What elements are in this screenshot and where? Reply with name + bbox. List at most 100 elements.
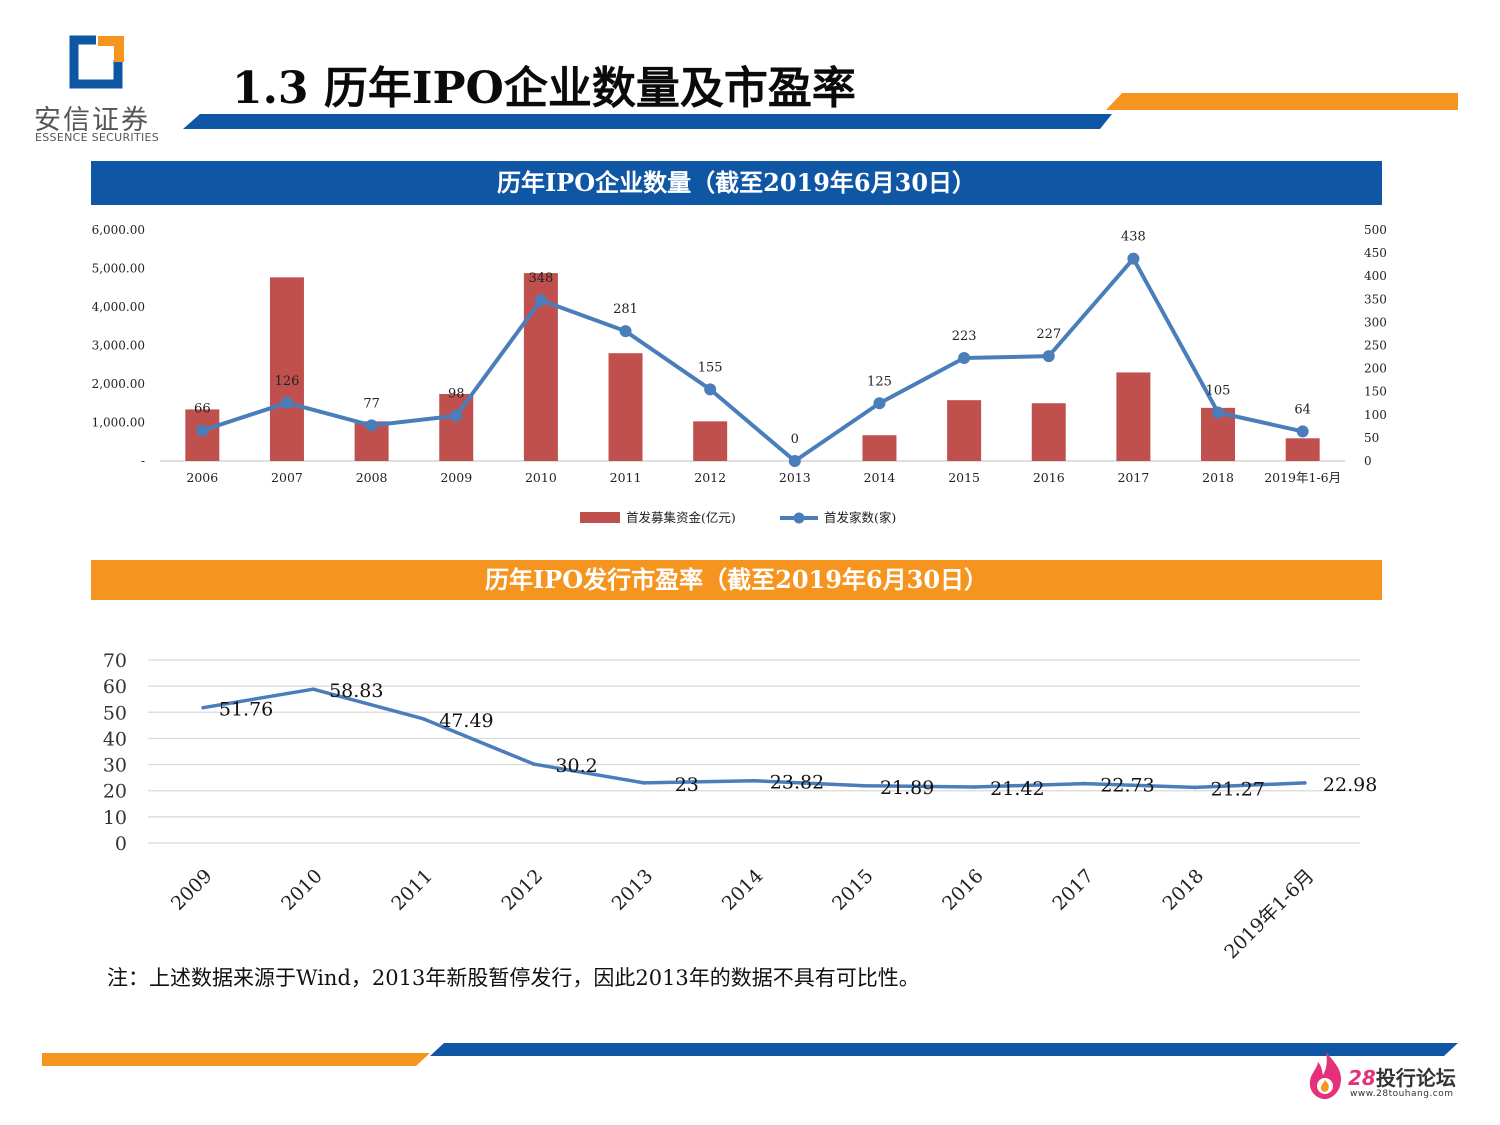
- chart1-left-tick: 6,000.00: [92, 223, 145, 237]
- chart2-pe-point: [311, 687, 316, 692]
- chart2-pe-point: [201, 705, 205, 710]
- chart2-pe-label: 23: [675, 774, 699, 796]
- chart2-x-tick: 2016: [938, 865, 988, 915]
- chart1-title-banner: 历年IPO企业数量（截至2019年6月30日）: [91, 161, 1382, 205]
- chart1-x-tick: 2019年1-6月: [1264, 470, 1341, 485]
- chart2-pe-point: [1303, 781, 1307, 785]
- legend-bar-label: 首发募集资金(亿元): [626, 510, 736, 525]
- chart2-x-tick: 2010: [277, 865, 327, 915]
- chart2-pe-label: 21.89: [880, 777, 934, 799]
- chart2-x-tick: 2018: [1159, 865, 1209, 915]
- chart2-pe-point: [1192, 785, 1197, 790]
- legend-line-label: 首发家数(家): [824, 510, 896, 525]
- chart1-count-label: 0: [791, 432, 799, 447]
- flame-icon: [1309, 1052, 1342, 1100]
- watermark-url: www.28touhang.com: [1350, 1089, 1454, 1099]
- ipo-pe-chart: 0 10 20 30 40 50 60 70 2009 2010 2011 2012 2013 2014 2…: [103, 650, 1378, 960]
- footer-blue-stripe: [430, 1043, 1458, 1056]
- chart1-count-label: 66: [194, 402, 211, 417]
- chart1-x-tick: 2013: [779, 470, 811, 485]
- chart1-x-tick: 2009: [440, 470, 472, 485]
- chart1-x-tick: 2016: [1033, 470, 1065, 485]
- chart2-gridlines: 0 10 20 30 40 50 60 70 2009 2010 2011 2012 2013 2014 2…: [103, 650, 1360, 960]
- chart1-right-tick: 200: [1364, 362, 1387, 376]
- chart1-count-point: [450, 409, 463, 422]
- chart1-count-point: [365, 419, 378, 432]
- chart2-x-tick: 2011: [387, 865, 437, 915]
- chart2-y-tick: 40: [103, 728, 127, 750]
- chart1-count-label: 77: [363, 396, 380, 411]
- chart1-count-point: [619, 325, 632, 338]
- chart1-x-tick: 2015: [948, 470, 980, 485]
- ipo-count-chart: - 1,000.00 2,000.00 3,000.00 4,000.00 5,000.0…: [92, 223, 1387, 525]
- chart1-bar: [1031, 403, 1066, 461]
- footer-orange-stripe: [42, 1053, 430, 1066]
- chart1-count-label: 126: [275, 374, 300, 389]
- chart2-pe-label: 23.82: [770, 772, 824, 794]
- chart1-legend: 首发募集资金(亿元) 首发家数(家): [580, 510, 896, 525]
- chart1-x-tick: 2018: [1202, 470, 1234, 485]
- chart2-pe-label: 22.98: [1323, 774, 1377, 796]
- chart2-pe-label: 21.27: [1211, 778, 1265, 800]
- chart2-pe-label: 47.49: [439, 710, 493, 732]
- chart1-count-point: [873, 397, 886, 410]
- chart1-x-tick: 2011: [610, 470, 642, 485]
- chart1-bar: [1285, 438, 1320, 461]
- chart1-count-point: [196, 424, 209, 437]
- chart1-x-tick: 2012: [694, 470, 726, 485]
- chart1-right-tick: 0: [1364, 454, 1372, 468]
- chart1-right-tick: 300: [1364, 315, 1387, 329]
- chart2-pe-label: 30.2: [555, 755, 597, 777]
- chart2-pe-label: 51.76: [219, 699, 273, 721]
- chart1-left-tick: -: [141, 454, 145, 468]
- chart1-count-label: 155: [698, 360, 723, 375]
- chart1-count-line: [201, 256, 1304, 463]
- chart1-right-tick: 100: [1364, 408, 1387, 422]
- company-logo: [28, 30, 168, 150]
- chart2-x-tick: 2012: [497, 865, 547, 915]
- logo-english-name: ESSENCE SECURITIES: [35, 131, 160, 144]
- page-title: 1.3 历年IPO企业数量及市盈率: [232, 63, 856, 114]
- chart1-count-point: [1212, 406, 1225, 419]
- legend-line-marker: [793, 512, 805, 524]
- chart1-x-tick: 2010: [525, 470, 557, 485]
- header-blue-stripe: [183, 114, 1112, 129]
- chart1-count-label: 227: [1036, 327, 1061, 342]
- chart2-y-tick: 60: [103, 676, 127, 698]
- chart2-x-tick: 2019年1-6月: [1220, 865, 1318, 960]
- logo-mark-icon: [69, 35, 124, 89]
- chart1-bar: [1116, 372, 1151, 461]
- chart2-y-tick: 50: [103, 702, 127, 724]
- chart1-left-tick: 3,000.00: [92, 339, 145, 353]
- chart2-pe-point: [531, 762, 536, 766]
- chart1-count-point: [788, 455, 801, 467]
- chart1-x-tick: 2014: [864, 470, 896, 485]
- chart1-count-label: 105: [1206, 383, 1231, 398]
- chart1-right-tick: 50: [1364, 431, 1379, 445]
- chart1-right-tick: 500: [1364, 223, 1387, 237]
- chart1-count-point: [704, 383, 717, 396]
- chart1-count-point: [1127, 252, 1140, 265]
- chart1-left-tick: 2,000.00: [92, 377, 145, 391]
- chart1-count-label: 438: [1121, 230, 1146, 245]
- chart1-right-tick: 350: [1364, 292, 1387, 306]
- chart1-right-tick: 250: [1364, 339, 1387, 353]
- chart1-x-tick: 2008: [356, 470, 388, 485]
- chart1-data-labels: 66 126 77 98 348 281 155 0 125 223 227 438 105 64: [194, 230, 1311, 447]
- chart2-pe-point: [862, 783, 866, 788]
- data-source-note: 注：上述数据来源于Wind，2013年新股暂停发行，因此2013年的数据不具有可…: [107, 966, 920, 990]
- chart1-bars: [185, 273, 1320, 461]
- header-orange-stripe: [1106, 93, 1458, 110]
- chart2-pe-label: 21.42: [990, 778, 1044, 800]
- chart2-x-tick: 2013: [608, 865, 658, 915]
- chart1-bar: [608, 353, 643, 461]
- chart2-x-tick: 2009: [167, 865, 217, 915]
- watermark-text: 投行论坛: [1375, 1066, 1456, 1090]
- chart1-right-tick: 450: [1364, 246, 1387, 260]
- chart1-x-tick: 2017: [1117, 470, 1149, 485]
- chart2-line-series: [201, 687, 1307, 790]
- logo-chinese-name: 安信证券: [34, 105, 150, 136]
- chart1-axes: - 1,000.00 2,000.00 3,000.00 4,000.00 5,000.0…: [92, 223, 1387, 485]
- chart2-y-tick: 20: [103, 781, 127, 803]
